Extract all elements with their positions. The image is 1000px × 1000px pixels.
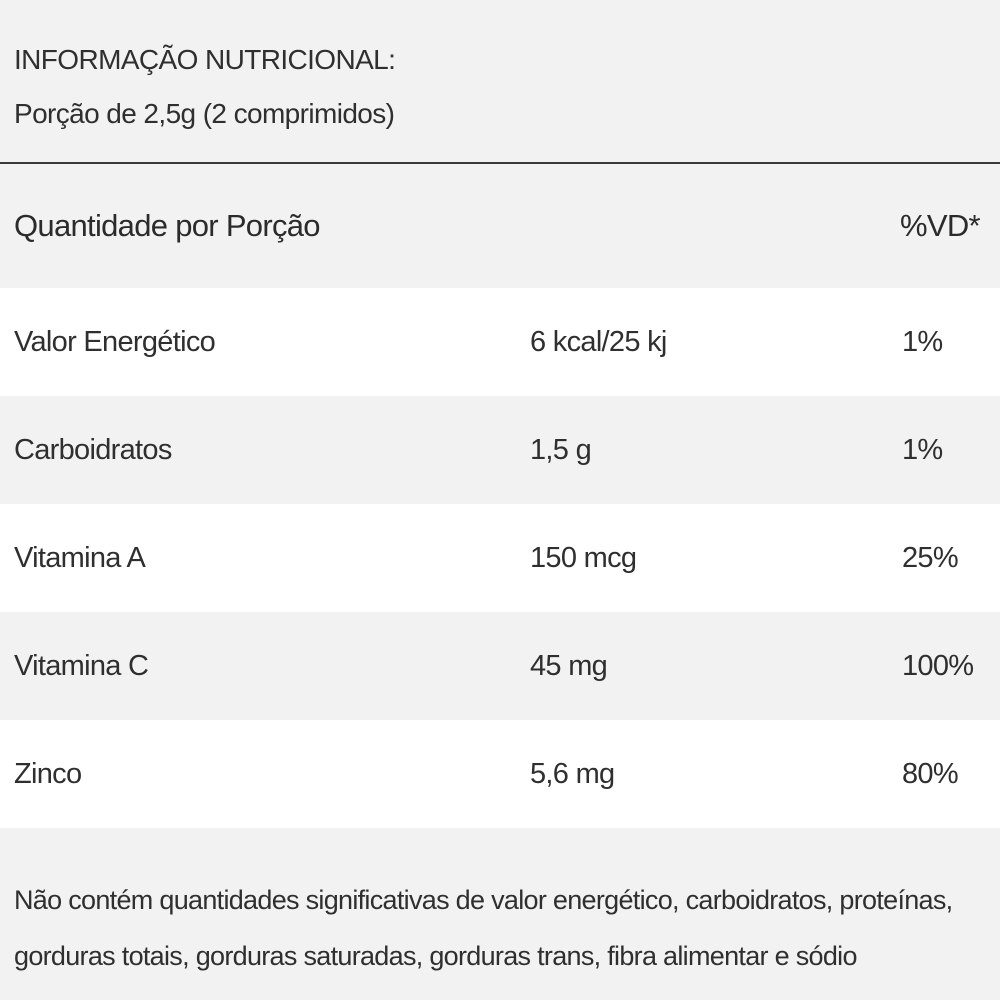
serving-size: Porção de 2,5g (2 comprimidos)	[14, 98, 395, 129]
nutrient-name: Valor Energético	[14, 326, 216, 358]
table-row: Zinco 5,6 mg 80%	[0, 720, 1000, 828]
nutrient-amount: 6 kcal/25 kj	[530, 326, 667, 358]
nutrient-amount: 1,5 g	[530, 434, 592, 466]
nutrient-vd: 25%	[902, 542, 959, 574]
footnote-text: Não contém quantidades significativas de…	[14, 885, 953, 971]
table-row: Valor Energético 6 kcal/25 kj 1%	[0, 288, 1000, 396]
nutrient-amount: 45 mg	[530, 650, 608, 682]
nutrient-amount: 5,6 mg	[530, 758, 615, 790]
nutrient-name: Zinco	[14, 758, 82, 790]
column-header-quantity: Quantidade por Porção	[14, 208, 321, 243]
nutrient-vd: 1%	[902, 434, 943, 466]
column-header-vd: %VD*	[900, 208, 981, 243]
nutrient-name: Carboidratos	[14, 434, 172, 466]
nutrient-name: Vitamina A	[14, 542, 146, 574]
nutrient-vd: 1%	[902, 326, 943, 358]
table-header: Quantidade por Porção %VD*	[0, 164, 1000, 288]
table-row: Vitamina C 45 mg 100%	[0, 612, 1000, 720]
nutrition-title: INFORMAÇÃO NUTRICIONAL:	[14, 44, 396, 75]
nutrient-name: Vitamina C	[14, 650, 149, 682]
table-row: Carboidratos 1,5 g 1%	[0, 396, 1000, 504]
footnote-section: Não contém quantidades significativas de…	[0, 828, 1000, 1000]
table-row: Vitamina A 150 mcg 25%	[0, 504, 1000, 612]
nutrient-amount: 150 mcg	[530, 542, 637, 574]
nutrient-vd: 100%	[902, 650, 974, 682]
nutrient-vd: 80%	[902, 758, 959, 790]
nutrition-header: INFORMAÇÃO NUTRICIONAL: Porção de 2,5g (…	[0, 0, 1000, 164]
